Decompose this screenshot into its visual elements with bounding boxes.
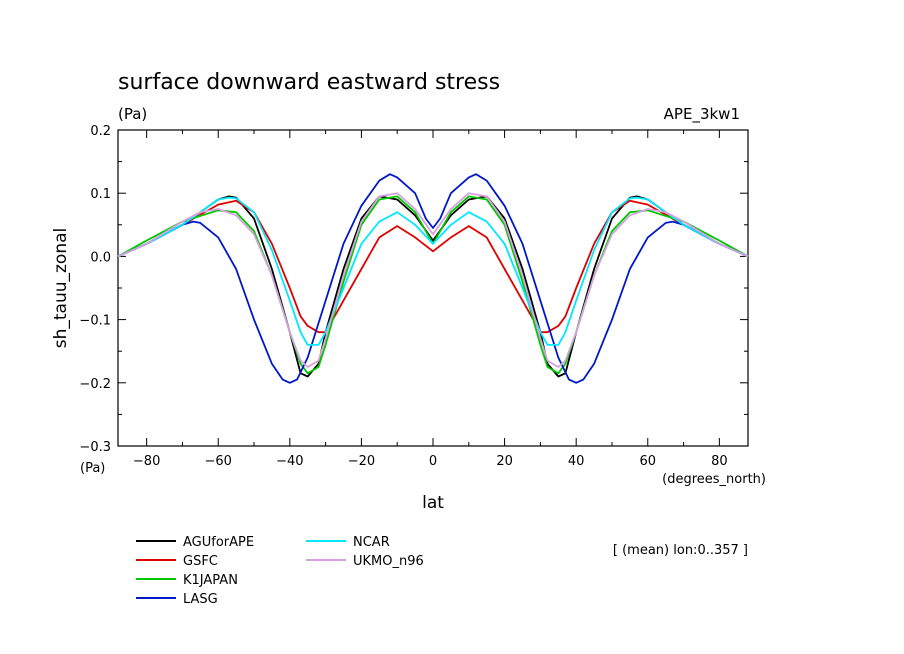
- series-line-0: [117, 195, 749, 378]
- y-axis: −0.3 −0.2 −0.1 0.0 0.1 0.2: [79, 124, 748, 455]
- x-tick-label: 20: [496, 454, 513, 469]
- legend: AGUforAPE GSFC K1JAPAN LASG NCAR UKMO_n96: [136, 535, 424, 607]
- plot-frame: [117, 129, 749, 447]
- legend-label: GSFC: [183, 554, 218, 569]
- x-units-label: (degrees_north): [662, 472, 766, 487]
- experiment-label: APE_3kw1: [664, 105, 740, 124]
- legend-label: K1JAPAN: [183, 573, 238, 588]
- legend-label: NCAR: [353, 535, 390, 550]
- x-tick-label: 60: [639, 454, 656, 469]
- chart-title: surface downward eastward stress: [118, 70, 500, 95]
- legend-label: LASG: [183, 592, 218, 607]
- series-lines: [117, 173, 749, 384]
- y-tick-label: −0.1: [79, 314, 111, 329]
- series-line-1: [117, 199, 749, 334]
- x-tick-label: −80: [133, 454, 160, 469]
- x-tick-label: 0: [429, 454, 437, 469]
- y-tick-label: 0.1: [90, 187, 111, 202]
- legend-label: UKMO_n96: [353, 554, 424, 569]
- x-axis-label: lat: [422, 493, 444, 513]
- y-tick-label: 0.0: [90, 250, 111, 265]
- y-tick-label: 0.2: [90, 124, 111, 139]
- y-tick-label: −0.2: [79, 377, 111, 392]
- y-axis-label: sh_tauu_zonal: [51, 228, 71, 349]
- x-axis: −80 −60 −40 −20 0 20 40 60 80: [133, 130, 728, 469]
- series-line-2: [117, 195, 749, 375]
- legend-label: AGUforAPE: [183, 535, 254, 550]
- x-tick-label: −40: [276, 454, 303, 469]
- x-tick-label: 40: [568, 454, 585, 469]
- series-line-5: [117, 192, 749, 368]
- y-tick-label: −0.3: [79, 440, 111, 455]
- series-line-4: [117, 196, 749, 346]
- x-tick-label: −60: [205, 454, 232, 469]
- x-tick-label: −20: [348, 454, 375, 469]
- plot-area: [117, 129, 749, 447]
- units-label: (Pa): [118, 105, 147, 123]
- note-label: [ (mean) lon:0..357 ]: [613, 543, 748, 558]
- x-tick-label: 80: [711, 454, 728, 469]
- series-line-3: [117, 173, 749, 384]
- y-units-label: (Pa): [80, 461, 105, 476]
